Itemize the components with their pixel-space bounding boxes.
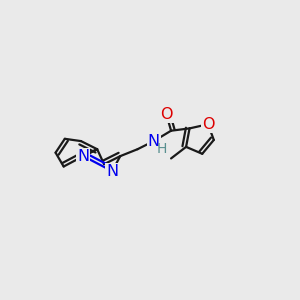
Text: H: H <box>157 142 167 156</box>
Text: O: O <box>202 117 214 132</box>
Text: O: O <box>160 107 173 122</box>
Text: N: N <box>148 134 160 148</box>
Text: N: N <box>106 164 118 178</box>
Text: N: N <box>77 148 89 164</box>
